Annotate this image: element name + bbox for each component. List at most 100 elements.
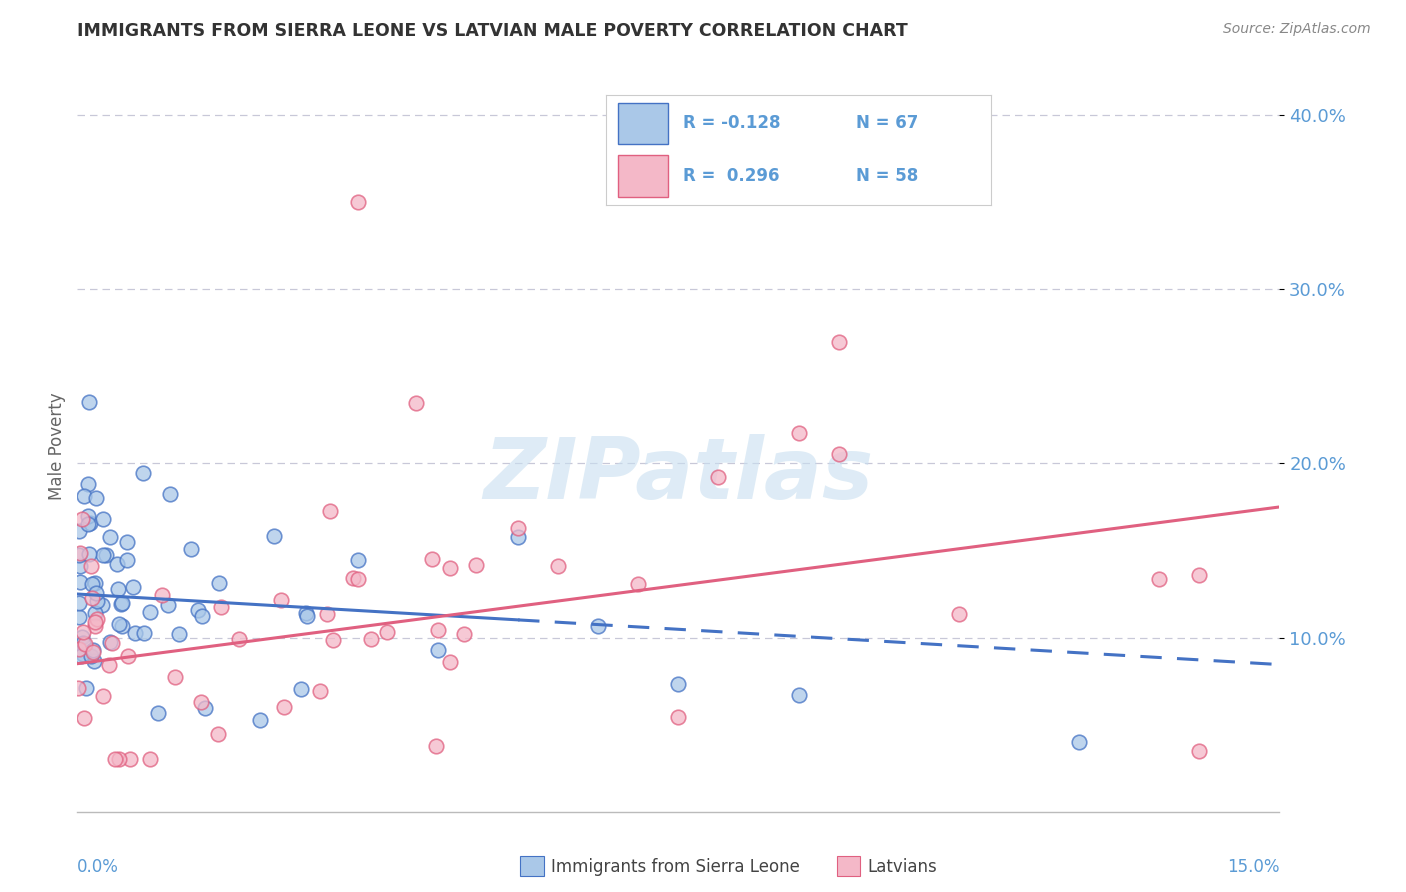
Text: Latvians: Latvians xyxy=(868,858,938,876)
Point xyxy=(187,603,209,617)
Point xyxy=(377,624,399,639)
Point xyxy=(828,447,851,461)
Point xyxy=(67,610,90,624)
Point xyxy=(70,511,93,525)
Point xyxy=(295,609,318,624)
Point xyxy=(228,632,250,646)
Point xyxy=(77,395,100,409)
Point xyxy=(73,711,96,725)
Point xyxy=(80,559,103,574)
Point xyxy=(134,625,156,640)
Point xyxy=(294,606,316,620)
Text: 15.0%: 15.0% xyxy=(1227,858,1279,876)
Point xyxy=(67,681,90,695)
Point xyxy=(828,334,851,349)
Point xyxy=(94,548,117,562)
Y-axis label: Male Poverty: Male Poverty xyxy=(48,392,66,500)
Point xyxy=(180,542,202,557)
Point xyxy=(86,594,108,608)
Point xyxy=(84,606,107,620)
Point xyxy=(77,508,100,523)
Point xyxy=(103,752,125,766)
Point xyxy=(668,710,690,724)
Point xyxy=(707,470,730,484)
Point xyxy=(146,706,169,720)
Point xyxy=(132,466,155,480)
Point xyxy=(150,588,173,602)
Point xyxy=(69,558,91,573)
Point xyxy=(86,611,108,625)
Point xyxy=(80,649,103,664)
Point xyxy=(111,618,134,632)
Point xyxy=(70,630,93,644)
Point xyxy=(322,633,344,648)
Point xyxy=(346,553,368,567)
Point xyxy=(110,597,132,611)
Point xyxy=(427,642,450,657)
Point xyxy=(76,517,98,532)
Point xyxy=(138,605,160,619)
Point xyxy=(120,752,142,766)
Point xyxy=(190,695,212,709)
Point xyxy=(425,739,447,753)
Point xyxy=(100,635,122,649)
Text: IMMIGRANTS FROM SIERRA LEONE VS LATVIAN MALE POVERTY CORRELATION CHART: IMMIGRANTS FROM SIERRA LEONE VS LATVIAN … xyxy=(77,22,908,40)
Point xyxy=(69,546,91,560)
Point xyxy=(273,699,295,714)
Point xyxy=(108,616,131,631)
Point xyxy=(67,642,90,657)
Point xyxy=(107,752,129,766)
Point xyxy=(69,596,91,610)
Point xyxy=(84,576,107,591)
Point xyxy=(787,688,810,702)
Point xyxy=(588,618,610,632)
Point xyxy=(83,615,105,629)
Point xyxy=(439,561,461,575)
Point xyxy=(169,627,191,641)
Text: Source: ZipAtlas.com: Source: ZipAtlas.com xyxy=(1223,22,1371,37)
Point xyxy=(107,582,129,597)
Point xyxy=(422,552,444,566)
Point xyxy=(290,682,312,697)
Point xyxy=(77,477,100,491)
Text: 0.0%: 0.0% xyxy=(77,858,120,876)
Point xyxy=(547,559,569,574)
Point xyxy=(453,626,475,640)
Point xyxy=(82,645,104,659)
Point xyxy=(83,619,105,633)
Point xyxy=(98,530,121,544)
Point xyxy=(249,714,271,728)
Point xyxy=(191,608,214,623)
Point xyxy=(72,624,94,639)
Point xyxy=(91,689,114,703)
Point xyxy=(270,593,292,607)
Point xyxy=(79,516,101,530)
Point xyxy=(69,574,91,589)
Point xyxy=(163,670,186,684)
Point xyxy=(427,623,450,637)
Point xyxy=(72,636,94,650)
Point xyxy=(263,529,285,543)
Point xyxy=(508,530,530,544)
Point xyxy=(111,596,134,610)
Point xyxy=(668,677,690,691)
Point xyxy=(67,548,90,562)
Point xyxy=(83,654,105,668)
Point xyxy=(139,752,162,766)
Point xyxy=(439,655,461,669)
Point xyxy=(72,647,94,661)
Point xyxy=(67,524,90,538)
Point xyxy=(948,607,970,621)
Point xyxy=(627,576,650,591)
Point xyxy=(208,576,231,591)
Point xyxy=(121,580,143,594)
Point xyxy=(1069,735,1091,749)
Point xyxy=(84,586,107,600)
Point xyxy=(80,577,103,591)
Point xyxy=(101,636,124,650)
Point xyxy=(115,535,138,549)
Point xyxy=(342,571,364,585)
Text: Immigrants from Sierra Leone: Immigrants from Sierra Leone xyxy=(551,858,800,876)
Point xyxy=(157,598,180,612)
Point xyxy=(787,425,810,440)
